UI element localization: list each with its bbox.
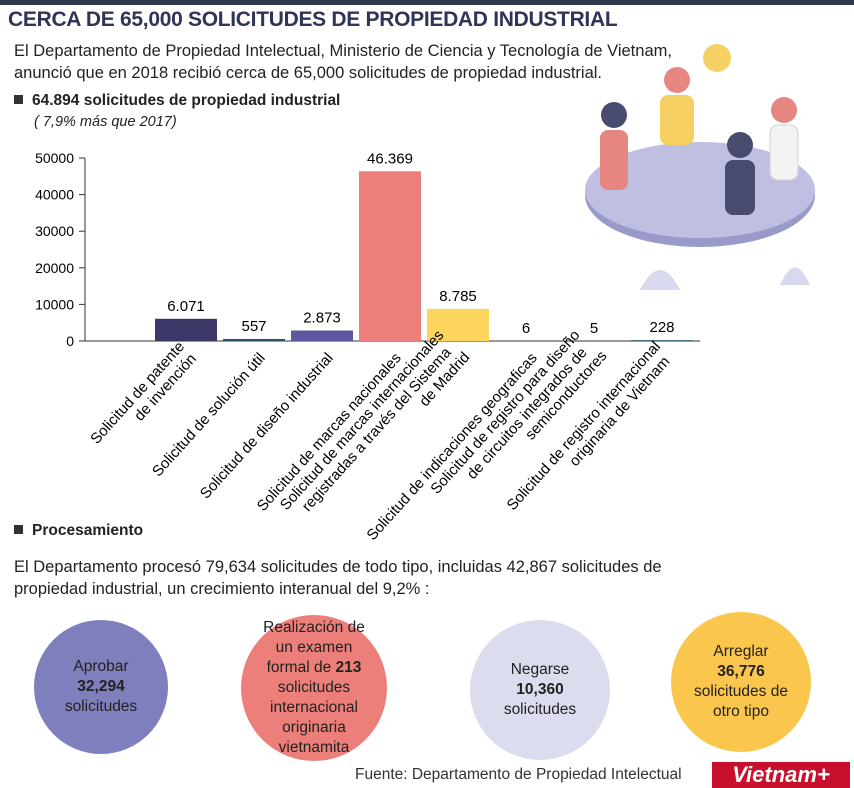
stat-text: solicitudes internacional originaria vie… [270,679,358,756]
description: El Departamento de Propiedad Intelectual… [14,42,672,82]
logo: Vietnam+ [712,762,850,788]
bar [223,338,285,341]
stat-text: Negarse [510,661,570,678]
stat-number: 213 [335,659,362,676]
stat-circle: Negarse 10,360 solicitudes [470,620,610,760]
stat-number: 32,294 [77,678,125,695]
illustration [585,44,815,290]
value-label: 6 [522,320,530,337]
processing-text: El Departamento procesó 79,634 solicitud… [14,558,662,598]
y-tick-label: 30000 [35,223,74,239]
bar [359,171,421,341]
value-label: 5 [590,320,598,337]
y-tick-label: 40000 [35,187,74,203]
stat-text: Aprobar [73,658,129,675]
x-tick-label: Solicitud de marcas internacionalesregis… [277,326,473,536]
stat-circle: Arreglar 36,776 solicitudes de otro tipo [671,612,811,752]
stat-number: 10,360 [516,681,564,698]
stat-text: solicitudes [64,698,138,715]
bar [631,340,693,341]
stat-text: Arreglar [713,643,769,660]
bar [155,318,217,341]
stat-text: solicitudes [503,701,577,718]
stat-circle: Realización de un examen formal de 213 s… [241,615,387,761]
top-bar [0,0,854,5]
title: CERCA DE 65,000 SOLICITUDES DE PROPIEDAD… [8,8,618,31]
stat-text: solicitudes de otro tipo [694,683,788,720]
value-label: 2.873 [303,309,341,326]
chart-title: 64.894 solicitudes de propiedad industri… [14,92,340,110]
chart-subtitle: ( 7,9% más que 2017) [34,114,177,130]
section-title: Procesamiento [14,522,143,540]
source: Fuente: Departamento de Propiedad Intele… [355,766,682,783]
y-tick-label: 20000 [35,260,74,276]
bar [291,330,353,341]
stat-number: 36,776 [717,663,765,680]
y-tick-label: 10000 [35,296,74,312]
stat-circle: Aprobar 32,294 solicitudes [34,620,168,754]
value-label: 46.369 [367,150,413,167]
y-tick-label: 50000 [35,150,74,166]
value-label: 228 [649,319,674,336]
value-label: 8.785 [439,288,477,305]
stat-text: Realización de un examen formal de [263,619,365,676]
value-label: 557 [241,318,266,335]
y-tick-label: 0 [66,333,74,349]
value-label: 6.071 [167,298,205,315]
bar [427,308,489,341]
